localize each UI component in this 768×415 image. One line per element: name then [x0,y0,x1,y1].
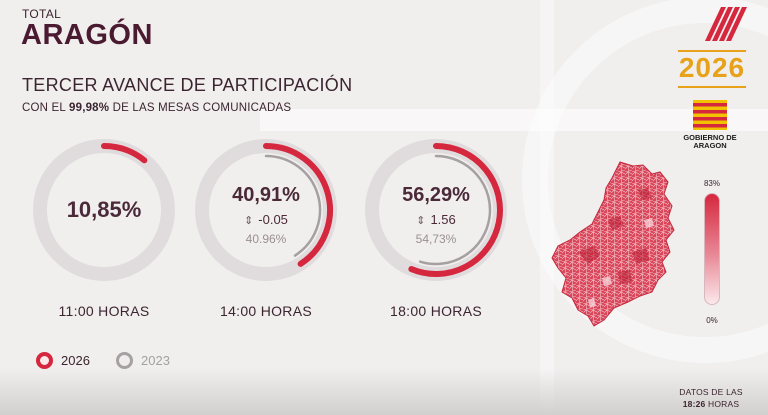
subtitle-prefix: CON EL [22,102,69,114]
data-time: 18:26 [682,399,706,409]
region-title: ARAGÓN [21,19,153,51]
turnout-ring-1400: 40,91% ⇕ -0.05 40.96% [192,136,340,284]
year-rule-top [678,50,746,52]
section-subtitle: CON EL 99,98% DE LAS MESAS COMUNICADAS [22,102,291,114]
subtitle-highlight: 99,98% [69,102,110,114]
hour-label: 14:00 HORAS [219,303,312,319]
turnout-ring-1800: 56,29% ⇕ 1.56 54,73% [362,136,510,284]
data-timestamp: 18:26 HORAS [666,399,756,409]
bottom-band [0,368,768,415]
arc-2026 [263,143,333,267]
election-stripes-logo [705,7,747,41]
color-scale-bar [704,193,720,305]
scale-min-label: 0% [706,316,718,325]
up-down-arrow-icon: ⇕ [416,215,426,227]
arc-2026 [101,143,148,164]
delta-value: -0.05 [258,212,288,227]
gobierno-de-aragon-logo: GOBIERNO DE ARAGON [670,134,750,150]
arc-2023 [418,154,492,266]
aragon-flag-icon [693,100,727,130]
turnout-delta: ⇕ 1.56 [362,212,510,227]
legend-item-2026: 2026 [36,352,90,369]
turnout-value: 40,91% [232,184,300,206]
arc-2023 [264,154,322,257]
region-label: TOTAL [22,7,62,21]
ring-chart-1100 [33,139,175,281]
legend-item-2023: 2023 [116,352,170,369]
gov-text-line1: GOBIERNO DE [683,133,737,142]
turnout-value: 56,29% [402,184,470,206]
ring-chart-1400 [195,139,337,281]
data-time-suffix: HORAS [705,399,740,409]
turnout-delta: ⇕ -0.05 [192,212,340,227]
delta-value: 1.56 [430,212,456,227]
aragon-municipalities-map [551,161,675,327]
gov-text-line2: ARAGON [693,141,727,150]
up-down-arrow-icon: ⇕ [244,215,254,227]
turnout-ring-1100: 10,85% [30,136,178,284]
hour-label: 11:00 HORAS [58,303,150,319]
legend-label-2023: 2023 [141,353,170,368]
subtitle-suffix: DE LAS MESAS COMUNICADAS [109,102,292,114]
turnout-value: 10,85% [66,197,142,222]
data-timestamp-label: DATOS DE LAS [679,387,743,397]
legend-ring-icon-2026 [36,352,53,369]
arc-2026 [408,143,503,277]
year-rule-bottom [678,86,746,88]
legend-ring-icon-2023 [116,352,133,369]
election-year: 2026 [678,52,746,83]
section-title: TERCER AVANCE DE PARTICIPACIÓN [22,75,353,95]
previous-turnout: 40.96% [245,232,287,246]
ring-chart-1800 [365,139,507,281]
legend-label-2026: 2026 [61,353,90,368]
previous-turnout: 54,73% [415,232,457,246]
scale-max-label: 83% [703,179,720,188]
hour-label: 18:00 HORAS [389,303,482,319]
